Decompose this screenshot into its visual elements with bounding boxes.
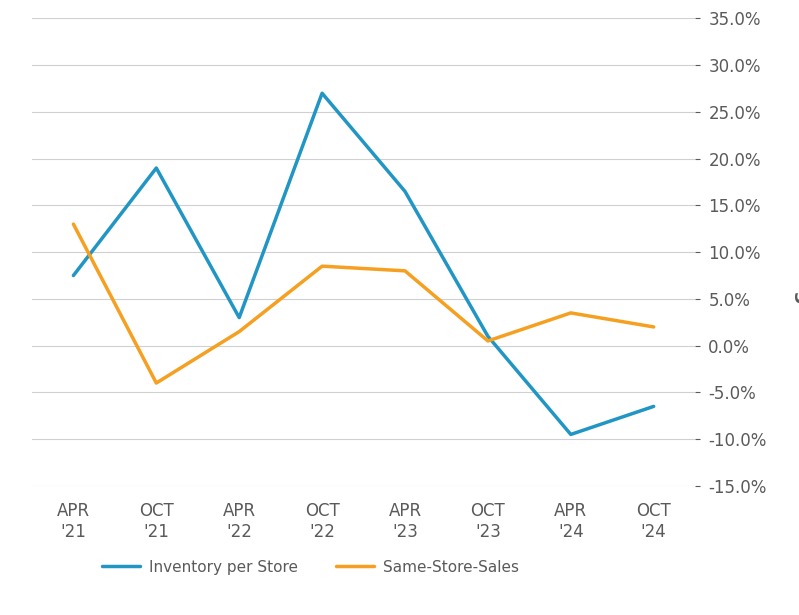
Same-Store-Sales [317, 263, 327, 270]
Inventory per Store [152, 164, 161, 172]
Legend: Inventory per Store, Same-Store-Sales: Inventory per Store, Same-Store-Sales [95, 554, 526, 581]
Line: Inventory per Store: Inventory per Store [74, 93, 654, 434]
Same-Store-Sales [566, 309, 575, 317]
Same-Store-Sales [649, 323, 658, 331]
Same-Store-Sales [400, 267, 410, 274]
Same-Store-Sales [69, 220, 78, 228]
Inventory per Store [400, 188, 410, 195]
Line: Same-Store-Sales: Same-Store-Sales [74, 224, 654, 383]
Inventory per Store [317, 90, 327, 97]
Same-Store-Sales [152, 379, 161, 387]
Inventory per Store [234, 314, 244, 321]
Inventory per Store [649, 403, 658, 410]
Inventory per Store [69, 272, 78, 279]
Inventory per Store [483, 333, 493, 340]
Same-Store-Sales [234, 328, 244, 335]
Same-Store-Sales [483, 337, 493, 344]
Inventory per Store [566, 430, 575, 438]
Y-axis label: YoY Change: YoY Change [794, 188, 799, 317]
